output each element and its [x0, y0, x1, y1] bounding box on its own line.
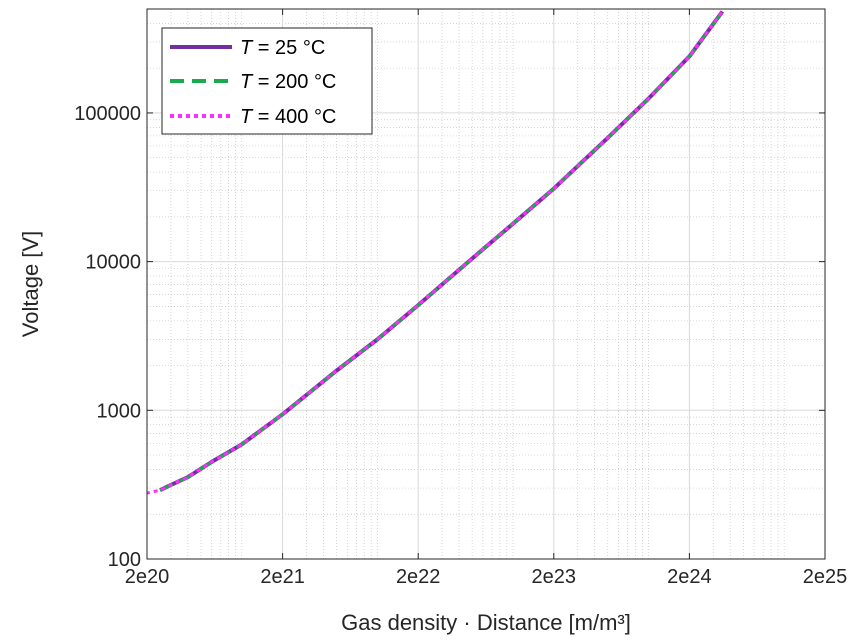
y-tick-label: 100: [108, 549, 141, 571]
minor-grid: [147, 9, 825, 559]
x-tick-label: 2e25: [803, 566, 848, 588]
x-tick-label: 2e20: [125, 566, 170, 588]
ticks: [146, 9, 826, 560]
legend-label-400c-variable: T: [240, 106, 254, 128]
legend-label-400c-value: = 400 °C: [252, 106, 336, 128]
x-tick-labels: 2e20 2e21 2e22 2e23 2e24 2e25: [125, 566, 848, 588]
legend-label-25c-variable: T: [240, 37, 254, 59]
y-tick-label: 1000: [97, 400, 142, 422]
y-tick-label: 100000: [74, 103, 141, 125]
legend: T = 25 °C T = 200 °C T = 400 °C: [161, 27, 373, 135]
legend-label-25c-value: = 25 °C: [252, 37, 325, 59]
legend-label-200c: T = 200 °C: [240, 71, 336, 93]
y-axis-title: Voltage [V]: [18, 231, 43, 337]
x-tick-label: 2e21: [260, 566, 305, 588]
x-axis-title: Gas density · Distance [m/m³]: [341, 610, 631, 635]
legend-label-200c-value: = 200 °C: [252, 71, 336, 93]
major-grid: [147, 9, 825, 559]
legend-entry-25c: T = 25 °C: [170, 37, 325, 59]
x-tick-label: 2e22: [396, 566, 441, 588]
legend-entry-400c: T = 400 °C: [170, 106, 336, 128]
legend-label-25c: T = 25 °C: [240, 37, 325, 59]
y-tick-label: 10000: [85, 252, 141, 274]
series-layer: [147, 10, 725, 495]
legend-entry-200c: T = 200 °C: [170, 71, 336, 93]
legend-label-400c: T = 400 °C: [240, 106, 336, 128]
x-tick-label: 2e24: [667, 566, 712, 588]
y-tick-labels: 100 1000 10000 100000: [74, 103, 141, 571]
series-line-2: [147, 10, 724, 495]
x-tick-label: 2e23: [532, 566, 577, 588]
plot-frame: [146, 8, 826, 560]
legend-label-200c-variable: T: [240, 71, 254, 93]
